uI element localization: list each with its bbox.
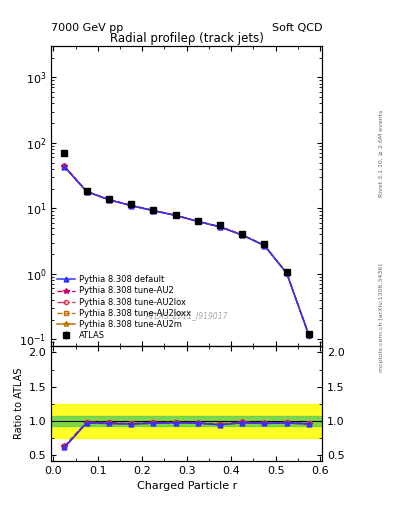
Pythia 8.308 tune-AU2m <box>107 197 111 203</box>
Pythia 8.308 tune-AU2 <box>262 242 267 248</box>
Pythia 8.308 tune-AU2lox <box>285 270 289 276</box>
Legend: Pythia 8.308 default, Pythia 8.308 tune-AU2, Pythia 8.308 tune-AU2lox, Pythia 8.: Pythia 8.308 default, Pythia 8.308 tune-… <box>55 274 192 342</box>
Text: Soft QCD: Soft QCD <box>272 23 322 33</box>
Pythia 8.308 tune-AU2loxx <box>107 196 111 202</box>
Pythia 8.308 tune-AU2 <box>107 197 111 203</box>
Pythia 8.308 default <box>307 332 311 338</box>
Pythia 8.308 tune-AU2loxx <box>307 332 311 338</box>
Pythia 8.308 tune-AU2 <box>84 188 89 195</box>
Pythia 8.308 tune-AU2 <box>62 163 67 169</box>
Pythia 8.308 tune-AU2lox <box>240 232 244 238</box>
Text: Rivet 3.1.10, ≥ 2.6M events: Rivet 3.1.10, ≥ 2.6M events <box>379 110 384 197</box>
Pythia 8.308 tune-AU2lox <box>107 197 111 203</box>
Pythia 8.308 tune-AU2loxx <box>240 231 244 238</box>
X-axis label: Charged Particle r: Charged Particle r <box>136 481 237 491</box>
Pythia 8.308 tune-AU2m <box>129 203 134 209</box>
Pythia 8.308 default <box>107 197 111 203</box>
Pythia 8.308 default <box>62 164 67 170</box>
Pythia 8.308 default <box>129 203 134 209</box>
Pythia 8.308 tune-AU2 <box>129 202 134 208</box>
Pythia 8.308 tune-AU2 <box>307 332 311 338</box>
Pythia 8.308 tune-AU2lox <box>195 218 200 224</box>
Pythia 8.308 default <box>240 232 244 238</box>
Line: Pythia 8.308 default: Pythia 8.308 default <box>62 164 311 338</box>
Text: 7000 GeV pp: 7000 GeV pp <box>51 23 123 33</box>
Text: ATLAS_2011_I919017: ATLAS_2011_I919017 <box>145 311 228 320</box>
Pythia 8.308 tune-AU2lox <box>173 212 178 219</box>
Pythia 8.308 tune-AU2m <box>84 188 89 195</box>
Pythia 8.308 tune-AU2 <box>240 232 244 238</box>
Pythia 8.308 tune-AU2m <box>62 164 67 170</box>
Pythia 8.308 default <box>173 212 178 219</box>
Title: Radial profileρ (track jets): Radial profileρ (track jets) <box>110 32 264 45</box>
Pythia 8.308 default <box>262 243 267 249</box>
Pythia 8.308 tune-AU2m <box>240 232 244 238</box>
Pythia 8.308 default <box>218 224 222 230</box>
Line: Pythia 8.308 tune-AU2m: Pythia 8.308 tune-AU2m <box>62 164 312 338</box>
Pythia 8.308 tune-AU2loxx <box>285 270 289 276</box>
Pythia 8.308 tune-AU2loxx <box>262 242 267 248</box>
Pythia 8.308 tune-AU2m <box>151 207 156 214</box>
Pythia 8.308 tune-AU2lox <box>84 188 89 195</box>
Pythia 8.308 tune-AU2lox <box>218 224 222 230</box>
Pythia 8.308 tune-AU2loxx <box>195 218 200 224</box>
Pythia 8.308 tune-AU2lox <box>262 243 267 249</box>
Text: mcplots.cern.ch [arXiv:1306.3436]: mcplots.cern.ch [arXiv:1306.3436] <box>379 263 384 372</box>
Bar <box>51 416 322 426</box>
Pythia 8.308 tune-AU2m <box>195 218 200 224</box>
Line: Pythia 8.308 tune-AU2: Pythia 8.308 tune-AU2 <box>62 163 312 338</box>
Pythia 8.308 tune-AU2 <box>285 270 289 276</box>
Pythia 8.308 tune-AU2 <box>218 224 222 230</box>
Pythia 8.308 tune-AU2lox <box>62 163 67 169</box>
Pythia 8.308 tune-AU2m <box>218 224 222 230</box>
Pythia 8.308 tune-AU2 <box>195 218 200 224</box>
Pythia 8.308 tune-AU2lox <box>151 207 156 214</box>
Pythia 8.308 tune-AU2 <box>151 207 156 214</box>
Pythia 8.308 default <box>151 207 156 214</box>
Pythia 8.308 default <box>84 188 89 195</box>
Pythia 8.308 tune-AU2m <box>307 332 311 338</box>
Pythia 8.308 tune-AU2m <box>285 270 289 276</box>
Bar <box>51 404 322 438</box>
Line: Pythia 8.308 tune-AU2lox: Pythia 8.308 tune-AU2lox <box>62 164 311 337</box>
Pythia 8.308 tune-AU2loxx <box>173 212 178 218</box>
Pythia 8.308 tune-AU2lox <box>307 332 311 338</box>
Pythia 8.308 tune-AU2loxx <box>151 207 156 214</box>
Pythia 8.308 tune-AU2m <box>173 212 178 219</box>
Pythia 8.308 tune-AU2loxx <box>62 163 67 169</box>
Pythia 8.308 tune-AU2loxx <box>84 188 89 195</box>
Pythia 8.308 tune-AU2loxx <box>218 224 222 230</box>
Y-axis label: Ratio to ATLAS: Ratio to ATLAS <box>14 368 24 439</box>
Pythia 8.308 default <box>195 218 200 224</box>
Pythia 8.308 tune-AU2lox <box>129 203 134 209</box>
Pythia 8.308 tune-AU2m <box>262 243 267 249</box>
Pythia 8.308 default <box>285 270 289 276</box>
Line: Pythia 8.308 tune-AU2loxx: Pythia 8.308 tune-AU2loxx <box>62 164 311 337</box>
Pythia 8.308 tune-AU2 <box>173 212 178 218</box>
Pythia 8.308 tune-AU2loxx <box>129 202 134 208</box>
